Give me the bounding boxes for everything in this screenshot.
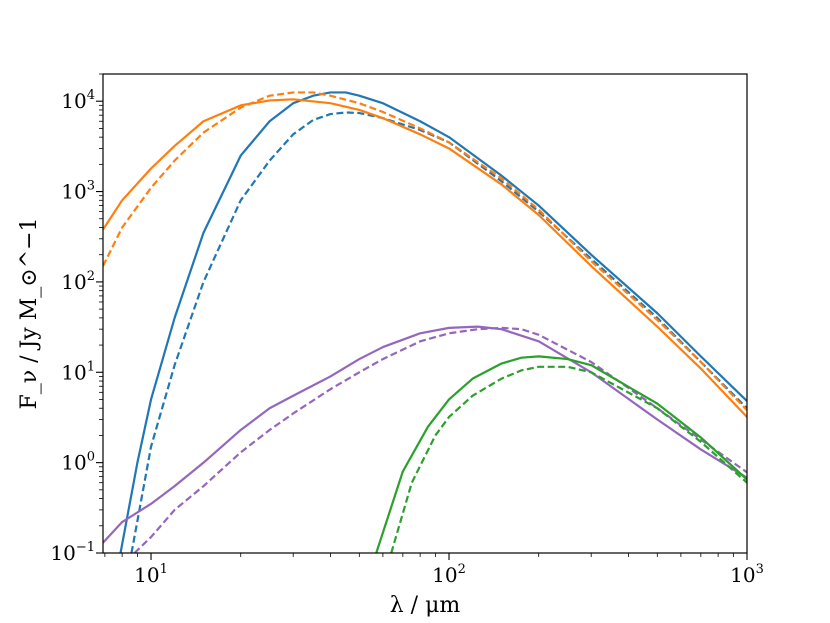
y-tick-label: 101	[61, 359, 95, 384]
series-line-4	[103, 325, 747, 544]
x-tick-label: 101	[134, 562, 168, 587]
y-tick-label: 100	[61, 450, 95, 475]
series-line-0	[119, 91, 747, 553]
plot-frame	[102, 73, 748, 554]
series-line-3	[103, 91, 747, 412]
series-line-6	[375, 355, 747, 553]
x-tick-label: 102	[432, 562, 466, 587]
y-tick-label: 102	[61, 269, 95, 294]
label-layer: 101 102 103 10−1 100 101 102 103 104 λ / μm F_ν / …	[17, 88, 764, 618]
x-tick-label: 103	[730, 562, 764, 587]
x-axis-label: λ / μm	[390, 593, 461, 618]
series-line-7	[390, 365, 747, 553]
y-tick-label: 104	[61, 88, 95, 113]
y-tick-label: 10−1	[50, 540, 95, 565]
series-layer	[103, 91, 747, 553]
y-tick-label: 103	[61, 179, 95, 204]
tick-layer	[96, 73, 748, 560]
series-line-2	[103, 98, 747, 418]
y-axis-label: F_ν / Jy M_⊙^−1	[17, 217, 42, 409]
series-line-5	[133, 326, 747, 553]
series-line-1	[130, 111, 747, 553]
